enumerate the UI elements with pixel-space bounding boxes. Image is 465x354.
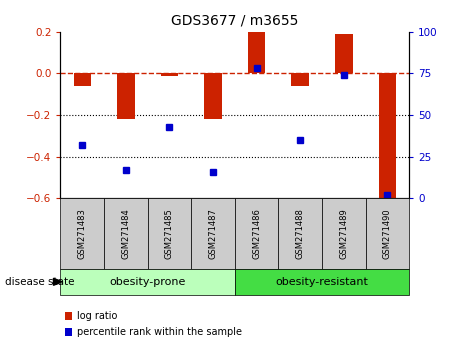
Text: GSM271487: GSM271487 bbox=[208, 208, 218, 259]
Bar bbox=[73, 74, 91, 86]
Text: GSM271486: GSM271486 bbox=[252, 208, 261, 259]
Bar bbox=[379, 74, 396, 198]
Bar bbox=[335, 34, 352, 74]
Bar bbox=[117, 74, 134, 119]
Text: GSM271489: GSM271489 bbox=[339, 208, 348, 259]
Text: GSM271483: GSM271483 bbox=[78, 208, 87, 259]
Title: GDS3677 / m3655: GDS3677 / m3655 bbox=[171, 14, 299, 28]
Text: disease state: disease state bbox=[5, 277, 74, 287]
Text: percentile rank within the sample: percentile rank within the sample bbox=[77, 327, 242, 337]
Text: log ratio: log ratio bbox=[77, 311, 117, 321]
Bar bbox=[248, 32, 266, 74]
Text: obesity-prone: obesity-prone bbox=[109, 277, 186, 287]
Bar bbox=[292, 74, 309, 86]
Text: GSM271484: GSM271484 bbox=[121, 208, 130, 259]
Bar bbox=[161, 74, 178, 75]
Bar bbox=[204, 74, 222, 119]
Text: GSM271485: GSM271485 bbox=[165, 208, 174, 259]
Text: obesity-resistant: obesity-resistant bbox=[276, 277, 368, 287]
Text: GSM271490: GSM271490 bbox=[383, 208, 392, 259]
Text: GSM271488: GSM271488 bbox=[296, 208, 305, 259]
